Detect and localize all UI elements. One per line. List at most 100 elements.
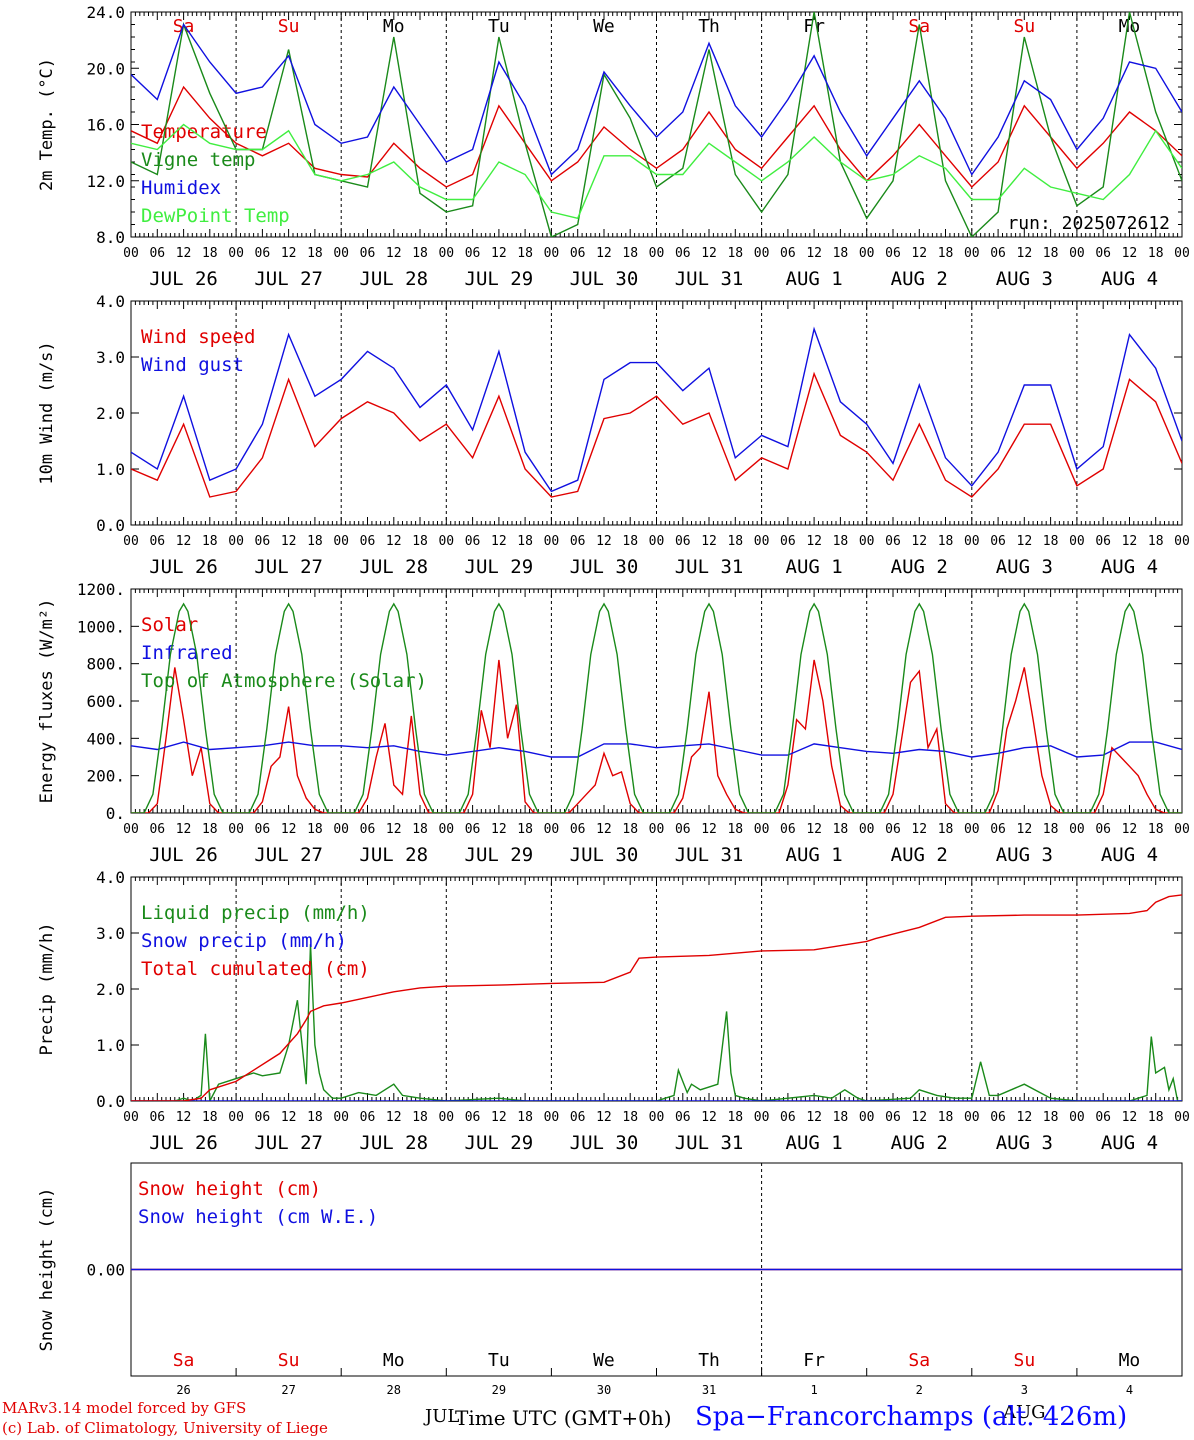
x-tick-label: 12	[806, 822, 822, 837]
x-tick-label: 06	[675, 534, 691, 549]
weekday-label: We	[593, 1350, 615, 1371]
x-tick-label: 00	[1069, 534, 1085, 549]
x-tick-label: 12	[386, 246, 402, 261]
footer-month-aug: AUG	[1003, 1402, 1046, 1423]
x-tick-label: 12	[386, 1110, 402, 1125]
x-tick-label: 12	[911, 822, 927, 837]
x-tick-label: 00	[333, 246, 349, 261]
weekday-label: Th	[698, 1350, 720, 1371]
x-tick-label: 00	[1174, 1110, 1190, 1125]
y-tick-label: 600.	[86, 692, 125, 711]
day-label: AUG 4	[1101, 844, 1158, 866]
y-tick-label: 0.0	[96, 1092, 125, 1111]
x-tick-label: 06	[570, 534, 586, 549]
series-line-4	[131, 123, 1182, 220]
weekday-label: Mo	[1119, 1350, 1141, 1371]
day-number-label: 26	[176, 1383, 190, 1397]
x-tick-label: 12	[1017, 534, 1033, 549]
x-tick-label: 00	[438, 1110, 454, 1125]
x-tick-label: 00	[123, 822, 139, 837]
x-tick-label: 12	[701, 534, 717, 549]
x-tick-label: 12	[911, 1110, 927, 1125]
day-label: AUG 4	[1101, 556, 1158, 578]
x-tick-label: 00	[438, 534, 454, 549]
day-number-label: 4	[1126, 1383, 1133, 1397]
day-number-label: 2	[916, 1383, 923, 1397]
weekday-label: Tu	[488, 16, 510, 37]
legend-entry: Wind gust	[141, 354, 244, 376]
x-tick-label: 00	[1069, 822, 1085, 837]
x-tick-label: 06	[570, 822, 586, 837]
legend-entry: Liquid precip (mm/h)	[141, 902, 370, 924]
panel-3: 0. 200. 400. 600. 800. 1000. 1200. Energy fluxe…	[37, 580, 1190, 866]
x-tick-label: 06	[255, 534, 271, 549]
legend-entry: Humidex	[141, 177, 221, 199]
weekday-label: Mo	[383, 16, 405, 37]
day-label: JUL 28	[359, 268, 428, 290]
footer-lab-credit: (c) Lab. of Climatology, University of L…	[2, 1419, 328, 1437]
x-tick-label: 12	[176, 1110, 192, 1125]
x-tick-label: 06	[465, 246, 481, 261]
x-tick-label: 06	[360, 1110, 376, 1125]
y-tick-label: 16.0	[86, 116, 125, 135]
day-label: AUG 1	[786, 556, 843, 578]
x-tick-label: 18	[1148, 1110, 1164, 1125]
x-tick-label: 12	[491, 246, 507, 261]
x-tick-label: 06	[780, 246, 796, 261]
y-axis-label: Snow height (cm)	[37, 1188, 57, 1352]
x-tick-label: 06	[990, 1110, 1006, 1125]
legend-entry: Snow height (cm)	[138, 1178, 321, 1200]
x-tick-label: 18	[517, 822, 533, 837]
y-tick-label: 2.0	[96, 980, 125, 999]
x-tick-label: 00	[859, 534, 875, 549]
x-tick-label: 06	[570, 246, 586, 261]
day-label: JUL 26	[149, 556, 218, 578]
x-tick-label: 00	[228, 1110, 244, 1125]
y-axis-label: Precip (mm/h)	[37, 922, 57, 1055]
x-tick-label: 12	[281, 534, 297, 549]
x-tick-label: 06	[360, 534, 376, 549]
x-tick-label: 18	[833, 1110, 849, 1125]
legend-entry: Total cumulated (cm)	[141, 958, 370, 980]
day-label: JUL 31	[675, 844, 744, 866]
x-tick-label: 18	[202, 534, 218, 549]
x-tick-label: 18	[202, 246, 218, 261]
x-tick-label: 06	[149, 1110, 165, 1125]
x-tick-label: 06	[149, 246, 165, 261]
x-tick-label: 00	[1174, 246, 1190, 261]
footer-month-jul: JUL	[425, 1406, 460, 1427]
x-tick-label: 12	[491, 822, 507, 837]
series-line-1	[131, 371, 1182, 498]
x-tick-label: 00	[228, 534, 244, 549]
weekday-label: We	[593, 16, 615, 37]
x-tick-label: 12	[386, 534, 402, 549]
x-tick-label: 00	[544, 246, 560, 261]
x-tick-label: 12	[491, 534, 507, 549]
x-tick-label: 18	[727, 822, 743, 837]
x-tick-label: 06	[885, 1110, 901, 1125]
weekday-label: Mo	[383, 1350, 405, 1371]
x-tick-label: 06	[465, 1110, 481, 1125]
panel-4: 0.0 1.0 2.0 3.0 4.0 Precip (mm/h) 00 06 12 18 00 06…	[37, 868, 1190, 1154]
legend-entry: Wind speed	[141, 326, 255, 348]
y-tick-label: 24.0	[86, 3, 125, 22]
x-tick-label: 12	[176, 246, 192, 261]
x-tick-label: 18	[1043, 534, 1059, 549]
legend-entry: Solar	[141, 614, 198, 636]
legend-entry: DewPoint Temp	[141, 205, 290, 227]
x-tick-label: 06	[675, 1110, 691, 1125]
day-label: AUG 3	[996, 268, 1053, 290]
day-label: JUL 26	[149, 844, 218, 866]
x-axis-title: Time UTC (GMT+0h)	[455, 1406, 672, 1430]
x-tick-label: 12	[806, 246, 822, 261]
x-tick-label: 12	[281, 246, 297, 261]
x-tick-label: 18	[517, 1110, 533, 1125]
x-tick-label: 00	[544, 1110, 560, 1125]
legend-entry: Top of Atmosphere (Solar)	[141, 670, 427, 692]
x-tick-label: 00	[754, 1110, 770, 1125]
x-tick-label: 18	[727, 1110, 743, 1125]
legend-entry: Snow height (cm W.E.)	[138, 1206, 378, 1228]
x-tick-label: 00	[123, 1110, 139, 1125]
weekday-label: Su	[278, 1350, 300, 1371]
y-tick-label: 1000.	[77, 617, 125, 636]
